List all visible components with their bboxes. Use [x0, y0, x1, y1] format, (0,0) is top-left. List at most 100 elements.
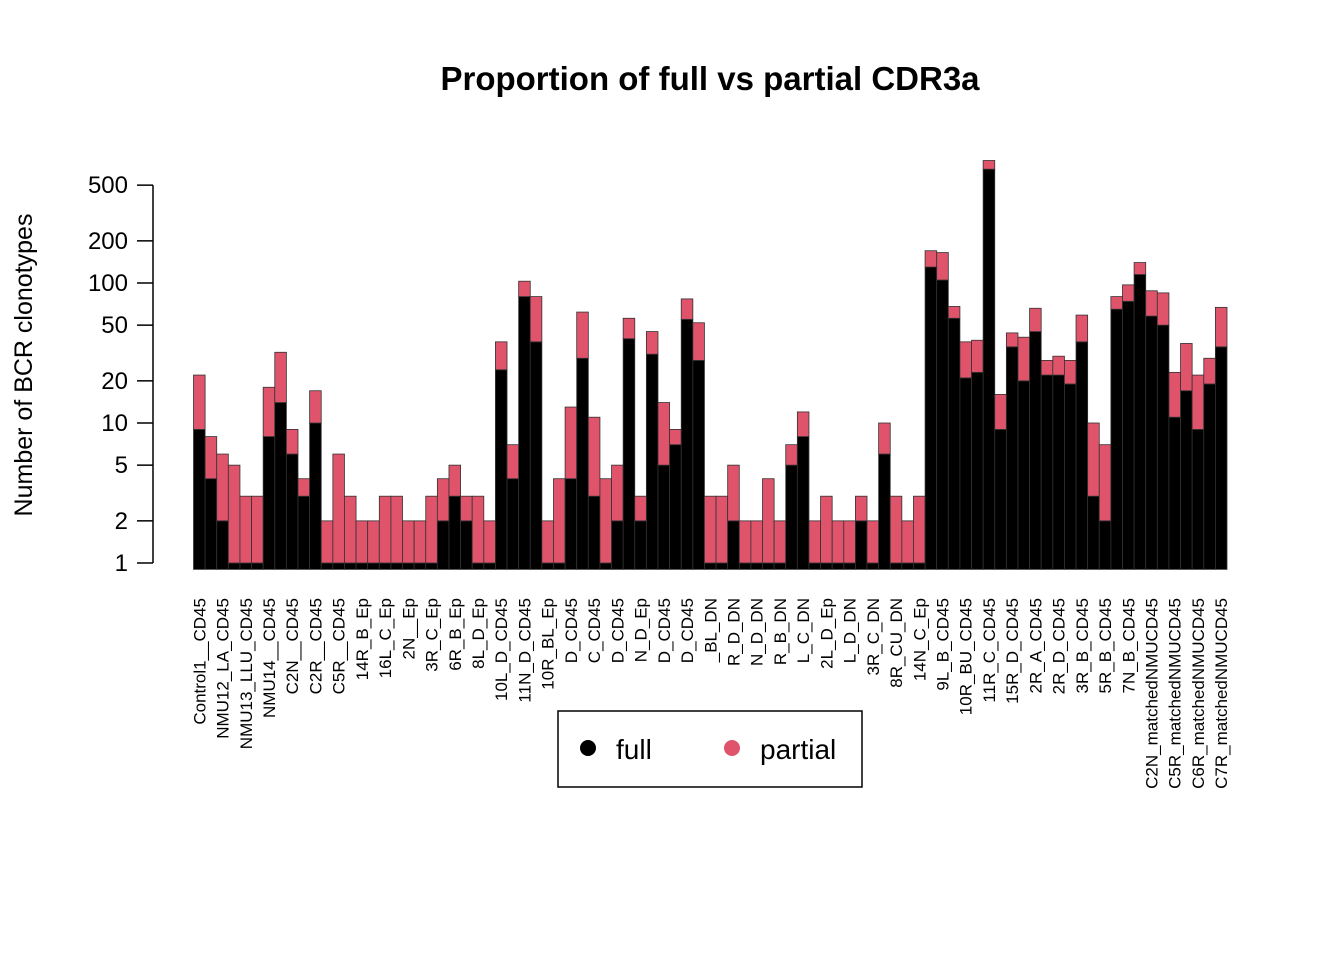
x-tick-label: 5R_B_CD45 [1096, 598, 1115, 693]
bar-segment [1133, 262, 1147, 275]
bar-segment [367, 562, 380, 570]
y-tick-label: 10 [101, 410, 128, 437]
bar-segment [924, 250, 938, 268]
bar-segment [576, 357, 589, 570]
bar-segment [901, 520, 914, 564]
bar-segment [541, 562, 554, 570]
x-tick-label: 3R_B_CD45 [1073, 598, 1092, 693]
bar-segment [1098, 520, 1112, 570]
bar-segment [1064, 359, 1077, 385]
bar-segment [913, 495, 926, 564]
bar-segment [1203, 383, 1216, 570]
bar-segment [193, 429, 206, 570]
x-tick-label: C2N_matchedNMUCD45 [1143, 598, 1162, 789]
bar-segment [645, 353, 659, 570]
bar-segment [1017, 336, 1030, 382]
x-tick-label: L_D_DN [841, 598, 860, 663]
bar-segment [715, 562, 729, 570]
x-tick-label: 16L_C_Ep [376, 598, 395, 678]
bar-segment [1087, 495, 1100, 570]
bar-segment [1017, 380, 1030, 570]
bar-segment [285, 453, 299, 570]
bar-segment [367, 520, 380, 564]
bar-segment [1052, 355, 1065, 376]
bar-segment [285, 429, 299, 455]
bar-segment [344, 495, 357, 564]
bar-segment [1168, 416, 1181, 570]
bar-segment [773, 562, 787, 570]
bar-segment [611, 520, 624, 570]
chart-title: Proportion of full vs partial CDR3a [440, 60, 980, 97]
bar-segment [1145, 290, 1158, 317]
bar-segment [924, 266, 938, 570]
bar-segment [680, 318, 694, 570]
bar-segment [587, 416, 601, 497]
x-tick-label: C7R_matchedNMUCD45 [1212, 598, 1231, 789]
bar-segment [436, 520, 450, 570]
bar-segment [796, 411, 810, 437]
bar-segment [1168, 371, 1181, 418]
x-tick-label: C2N__CD45 [283, 598, 302, 694]
bar-segment [564, 406, 578, 480]
bar-segment [762, 562, 775, 570]
bar-segment [866, 562, 880, 570]
x-tick-label: D_CD45 [655, 598, 674, 663]
bar-segment [1029, 307, 1042, 332]
bar-segment [262, 436, 276, 570]
bar-segment [704, 495, 717, 564]
x-tick-label: R_B_DN [771, 598, 790, 665]
bar-segment [320, 562, 334, 570]
bar-segment [1040, 374, 1054, 570]
bar-segment [796, 436, 810, 570]
x-tick-label: 2R_A_CD45 [1026, 598, 1045, 693]
x-tick-label: 11R_C_CD45 [980, 598, 999, 703]
bar-segment [727, 520, 740, 570]
bar-segment [355, 562, 369, 570]
x-tick-label: 7N_B_CD45 [1119, 598, 1138, 693]
bar-segment [1040, 359, 1054, 376]
bar-segment [320, 520, 334, 564]
y-tick-label: 20 [101, 368, 128, 395]
bar-segment [982, 160, 996, 170]
bar-segment [1064, 383, 1077, 570]
bar-segment [460, 520, 473, 570]
bar-segment [785, 444, 798, 466]
bar-segment [878, 422, 891, 455]
bar-segment [971, 371, 984, 570]
bar-segment [843, 520, 856, 564]
bar-segment [773, 520, 787, 564]
bar-segment [587, 495, 601, 570]
bar-segment [1098, 444, 1112, 522]
bar-segment [332, 453, 345, 564]
bar-segment [738, 520, 752, 564]
bar-segment [506, 444, 520, 480]
x-tick-label: 2R_D_CD45 [1050, 598, 1069, 694]
bar-segment [553, 478, 566, 564]
bar-segment [390, 495, 403, 564]
bar-segment [204, 436, 218, 480]
bar-segment [831, 562, 845, 570]
bar-segment [553, 562, 566, 570]
y-tick-label: 2 [115, 508, 128, 535]
bar-segment [959, 341, 972, 379]
bar-segment [831, 520, 845, 564]
bar-segment [402, 520, 415, 564]
x-tick-label: 14R_B_Ep [353, 598, 372, 680]
bar-segment [495, 341, 508, 371]
bar-segment [274, 351, 287, 403]
bar-segment [622, 317, 636, 340]
x-tick-label: 9L_B_CD45 [933, 598, 952, 691]
bar-segment [378, 562, 392, 570]
bar-segment [1122, 300, 1135, 570]
bar-segment [460, 495, 473, 522]
bar-segment [1110, 296, 1123, 310]
x-tick-label: 3R_C_Ep [423, 598, 442, 672]
bar-segment [936, 252, 949, 281]
bar-segment [855, 495, 868, 522]
bar-segment [1191, 374, 1205, 430]
bar-segment [297, 495, 311, 570]
x-tick-label: 3R_C_DN [864, 598, 883, 675]
bar-segment [704, 562, 717, 570]
bar-segment [495, 369, 508, 570]
bar-segment [866, 520, 880, 564]
